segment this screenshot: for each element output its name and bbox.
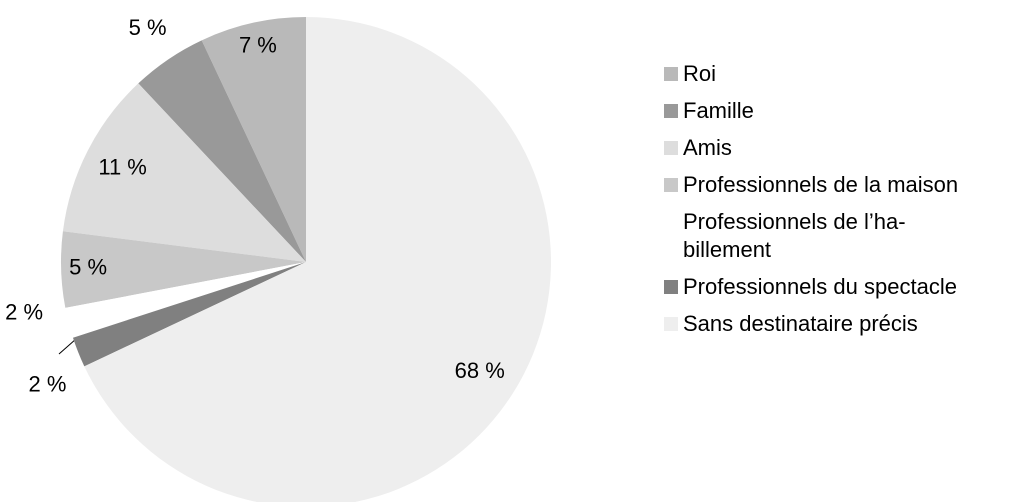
data-label: 2 % — [5, 300, 43, 325]
legend-swatch — [664, 178, 678, 192]
legend-swatch — [664, 141, 678, 155]
pie-slice — [72, 262, 306, 367]
legend-label: Professionnels de la maison — [683, 172, 959, 197]
legend-item: Professionnels de l’ha- billement — [664, 208, 958, 264]
legend-item: Professionnels du spectacle — [664, 273, 958, 301]
data-label: 2 % — [29, 372, 67, 397]
pie-slice — [62, 83, 306, 263]
pie-slice — [138, 40, 306, 263]
pie-slice — [65, 262, 306, 338]
data-label: 68 % — [455, 358, 505, 383]
legend-item: Famille — [664, 97, 958, 125]
legend: Roi Famille Amis Professionnels de la maiso… — [664, 60, 958, 347]
legend-item: Sans destinataire précis — [664, 310, 958, 338]
pie-chart: 7 % 5 % 11 % 5 % 2 % 2 % 68 % — [5, 15, 551, 502]
pie-slice — [201, 17, 306, 262]
legend-swatch — [664, 67, 678, 81]
legend-label: Amis — [683, 135, 732, 160]
legend-swatch — [664, 215, 678, 229]
legend-label: Roi — [683, 61, 717, 86]
legend-item: Professionnels de la maison — [664, 171, 958, 199]
data-label: 7 % — [239, 33, 277, 58]
legend-label: Sans destinataire précis — [683, 311, 918, 336]
pie-slice — [60, 231, 306, 308]
pie-slice — [84, 17, 551, 502]
legend-label: Professionnels du spectacle — [683, 274, 957, 299]
legend-item: Roi — [664, 60, 958, 88]
data-label: 5 % — [69, 255, 107, 280]
legend-label: Professionnels de l’ha- billement — [683, 209, 906, 262]
data-label: 11 % — [98, 154, 147, 179]
data-label: 5 % — [129, 15, 167, 40]
legend-swatch — [664, 280, 678, 294]
legend-swatch — [664, 317, 678, 331]
leader-line — [58, 338, 77, 355]
legend-item: Amis — [664, 134, 958, 162]
legend-label: Famille — [683, 98, 754, 123]
legend-swatch — [664, 104, 678, 118]
